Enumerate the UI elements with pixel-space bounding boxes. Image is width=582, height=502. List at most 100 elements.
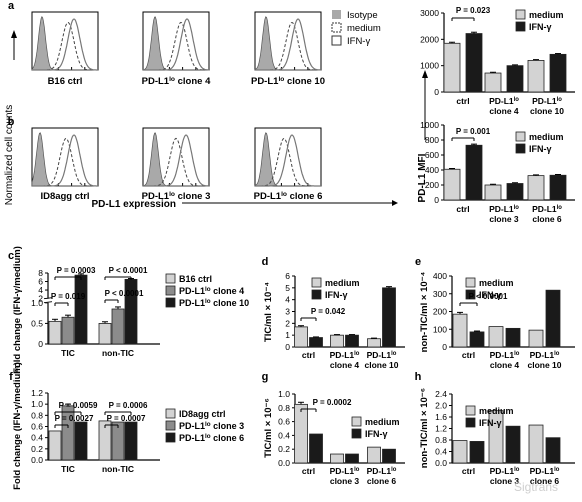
pvalue-d: P = 0.042 [311, 307, 346, 316]
watermark: Sigtrans [514, 480, 558, 494]
y-axis-label: non-TIC/ml × 10⁻⁴ [419, 271, 430, 352]
flow-legend-label-0: Isotype [347, 10, 378, 21]
bar-medium-0 [443, 42, 461, 93]
y-tick-label-3: 300 [433, 289, 447, 299]
legend-label-0: medium [365, 417, 400, 427]
bar-ifn--0 [465, 33, 483, 93]
y-axis-label: Fold change (IFN-γ/medium) [12, 362, 23, 490]
category-label-1: non-TIC [102, 348, 134, 358]
category-label-1: PD-L1lo [489, 96, 519, 106]
pvalue-g: P = 0.0002 [313, 398, 352, 407]
category-label-0: ctrl [456, 204, 469, 214]
flow-plot-a-2 [254, 11, 322, 71]
panel-letter-f: f [9, 371, 13, 383]
axis-break-mark [43, 301, 53, 304]
category-label-1: non-TIC [102, 464, 134, 474]
bar-ifn--2 [549, 174, 567, 201]
y-tick-label-5: 1000 [420, 120, 439, 130]
flow-cytometry-panels: Normalized cell counts PD-L1 expression B1… [4, 0, 422, 383]
bar-medium-2 [528, 424, 544, 464]
bar-ifn--1 [506, 65, 524, 93]
y-tick-label-1: 1 [285, 330, 290, 340]
y-tick-label-4: 4 [285, 295, 290, 305]
flow-legend-label-1: medium [347, 23, 381, 34]
y-tick-label-5: 1.0 [31, 399, 43, 409]
chart-g: 0.0 0.2 0.4 0.6 0.8 1.0 TIC/ml × 10⁻⁶ ctrl PD-L1… [263, 389, 405, 486]
chart-h: 0.00.4 0.81.2 1.62.0 2.4 non-TIC/ml × 10⁻⁶ ct… [419, 388, 575, 486]
axis-break [44, 298, 52, 303]
bar-ifn--0 [465, 144, 483, 201]
bar-pd-l1lo-clone-3-1 [111, 421, 125, 461]
y-tick-label-2: 0.8 [435, 435, 447, 445]
bar-ifn--2 [545, 289, 561, 348]
y-tick-label-5: 5 [285, 283, 290, 293]
legend-swatch-0 [165, 408, 176, 419]
ifn-peak [32, 18, 98, 71]
y-tick-label-1: 1000 [420, 61, 439, 71]
legend-label-2: PD-L1lo clone 10 [179, 298, 249, 309]
bar-medium-0 [443, 168, 461, 201]
flow-label-b-1: PD-L1lo clone 3 [142, 191, 211, 203]
pvalue-c-4: P < 0.0001 [105, 289, 144, 298]
legend-label-1: IFN-γ [529, 144, 552, 154]
bar-medium-0 [452, 313, 468, 348]
y-tick-label-3: 1.2 [435, 424, 447, 434]
flow-plot-b-1 [142, 127, 210, 187]
category-label-2: PD-L1lo [367, 350, 397, 360]
y-axis-label: TIC/ml × 10⁻⁴ [263, 282, 274, 342]
bar-ifn--1 [506, 183, 524, 201]
category-label-1: PD-L1lo [330, 466, 360, 476]
bar-pd-l1lo-clone-6-0 [74, 421, 88, 461]
category-label-0: ctrl [462, 466, 475, 476]
y-tick-label-3: 600 [425, 150, 439, 160]
legend-label-1: PD-L1lo clone 4 [179, 286, 244, 297]
flow-plot-b-2 [254, 127, 322, 187]
pvalue-e: P < 0.0001 [469, 292, 508, 301]
pvalue-f-2: P = 0.0027 [55, 414, 94, 423]
pvalue-b: P = 0.001 [456, 127, 491, 136]
legend-swatch-0 [165, 273, 176, 284]
y-tick-label-0: 0 [285, 342, 290, 352]
category-sublabel-2: clone 6 [530, 476, 560, 486]
legend-label-1: IFN-γ [365, 429, 388, 439]
isotype-peak [142, 132, 209, 187]
legend-swatch-0 [311, 277, 322, 288]
legend-swatch-2 [165, 297, 176, 308]
legend-label-0: medium [529, 132, 564, 142]
y-axis-label: Fold change (IFN-γ/medium) [12, 246, 23, 374]
legend-swatch-1 [515, 143, 526, 154]
y-tick-label-4: 800 [425, 135, 439, 145]
y-tick-label-1: 0.5 [31, 318, 43, 328]
pvalue-c-2: P = 0.019 [51, 292, 86, 301]
category-label-2: PD-L1lo [530, 466, 560, 476]
y-tick-label-2: 400 [425, 165, 439, 175]
legend-label-0: medium [479, 278, 514, 288]
category-label-1: PD-L1lo [490, 350, 520, 360]
category-sublabel-2: clone 10 [527, 360, 561, 370]
bar-id8agg-ctrl-1 [98, 420, 112, 461]
y-tick-label-0: 0.0 [435, 458, 447, 468]
legend-label-1: IFN-γ [479, 290, 502, 300]
bar-medium-1 [484, 184, 502, 201]
isotype-peak [31, 16, 98, 71]
bar-medium-2 [527, 175, 545, 201]
category-label-0: ctrl [462, 350, 475, 360]
bar-medium-1 [330, 334, 344, 348]
legend-swatch-0 [351, 416, 362, 427]
y-tick-label-4: 400 [433, 271, 447, 281]
isotype-peak [142, 16, 209, 71]
legend-label-0: medium [529, 10, 564, 20]
y-tick-label-2: 0.4 [31, 433, 43, 443]
y-tick-label-6: 1.2 [31, 388, 43, 398]
flow-label-a-2: PD-L1lo clone 10 [251, 76, 325, 88]
pvalue-c-1: P = 0.0003 [57, 266, 96, 275]
bar-ifn--1 [505, 327, 521, 348]
y-tick-label-2: 1.0 [31, 298, 43, 308]
y-tick-label-4: 0.8 [278, 403, 290, 413]
legend-label-2: PD-L1lo clone 6 [179, 433, 244, 444]
flow-label-b-2: PD-L1lo clone 6 [254, 191, 323, 203]
panel-letter-e: e [415, 256, 421, 268]
